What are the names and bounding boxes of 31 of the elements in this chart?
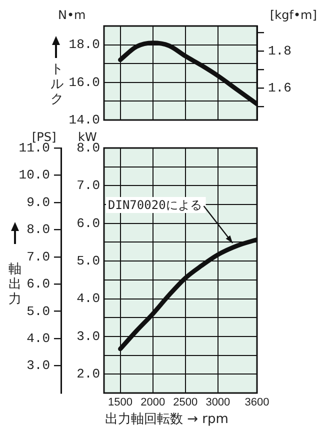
text: 軸出力 (8, 262, 22, 307)
y-tick-label: 2.0 (76, 366, 100, 382)
y-tick-label: 4.0 (76, 291, 100, 306)
y2-axis-title: [kgf•m] (270, 8, 317, 22)
y-axis-title: N•m (58, 8, 86, 22)
annotation: DIN70020による (108, 198, 202, 212)
x-tick-label: 1500 (108, 396, 133, 409)
y-tick-label: 5.0 (76, 254, 100, 269)
y2-tick-label: 9.0 (26, 194, 50, 210)
y-tick-label: 18.0 (68, 37, 100, 52)
y2-tick-label: 3.0 (26, 358, 50, 374)
y2-tick-label: 8.0 (26, 222, 50, 238)
y2-tick-label: 6.0 (26, 276, 50, 292)
y2-tick-label: 1.8 (268, 44, 292, 59)
y-tick-label: 6.0 (76, 216, 100, 231)
y-tick-label: 3.0 (76, 328, 100, 344)
y2-tick-label: 4.0 (26, 330, 50, 346)
y2-tick-label: 1.6 (268, 80, 292, 96)
x-tick-label: 3600 (244, 396, 270, 409)
y2-axis-title: [PS] (32, 130, 56, 144)
text: トルク (50, 62, 64, 107)
y2-tick-label: 10.0 (18, 168, 50, 183)
x-tick-label: 2500 (173, 396, 198, 409)
x-axis-title: 出力軸回転数 → rpm (105, 411, 228, 428)
y-tick-label: 7.0 (76, 178, 100, 194)
y-tick-label: 14.0 (68, 112, 100, 128)
x-tick-label: 3000 (206, 396, 230, 409)
y2-tick-label: 7.0 (26, 249, 50, 264)
y2-tick-label: 5.0 (26, 304, 50, 319)
x-tick-label: 2000 (140, 396, 166, 409)
y-tick-label: 16.0 (68, 74, 100, 90)
